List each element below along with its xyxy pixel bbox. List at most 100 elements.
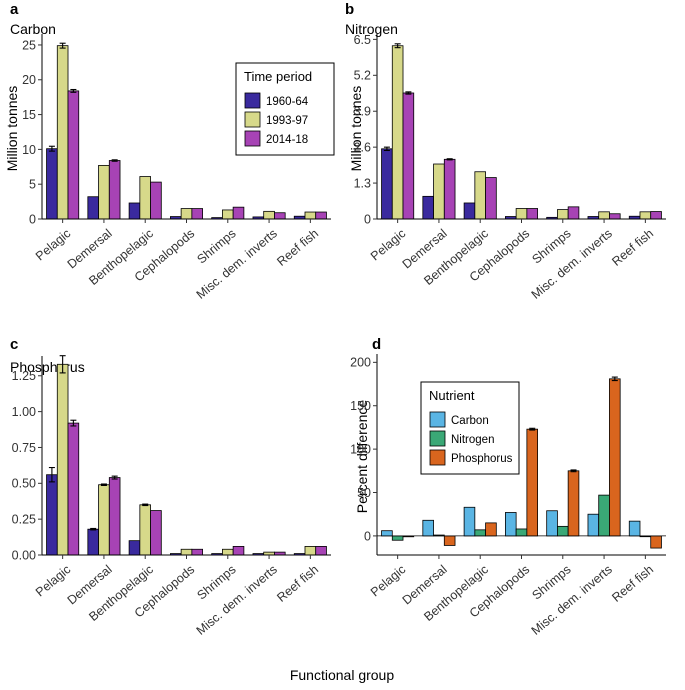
bar-nitrogen-3 <box>515 528 528 537</box>
error-bar <box>111 475 118 480</box>
bar-1960-64-0 <box>381 148 393 220</box>
bar-carbon-6 <box>628 520 641 537</box>
legend-swatch <box>244 92 261 109</box>
bar-1993-97-3 <box>180 548 193 556</box>
panel-title: Carbon <box>10 21 56 37</box>
error-bar <box>142 503 149 507</box>
bar-1960-64-0 <box>46 148 58 220</box>
x-tick-label: Reef fish <box>609 562 656 604</box>
bar-phosphorus-2 <box>485 522 497 537</box>
bar-2014-18-3 <box>526 208 538 220</box>
error-bar <box>529 427 536 431</box>
y-tick-label: 0.00 <box>12 548 36 562</box>
bar-1960-64-2 <box>128 202 141 220</box>
bar-1993-97-1 <box>98 484 110 556</box>
bar-1993-97-6 <box>304 546 317 556</box>
bar-nitrogen-5 <box>598 494 610 537</box>
bar-1993-97-3 <box>180 208 193 220</box>
bar-1993-97-1 <box>98 164 110 220</box>
y-tick-label: 10 <box>22 143 36 157</box>
error-bar <box>70 419 77 427</box>
y-tick-label: 200 <box>350 356 371 370</box>
bar-1993-97-0 <box>56 45 69 220</box>
y-tick-label: 50 <box>357 486 371 500</box>
panel-letter: a <box>10 1 19 18</box>
y-tick-label: 6.5 <box>354 33 371 47</box>
y-axis-title: Percent difference <box>354 400 370 514</box>
bar-2014-18-4 <box>567 206 580 220</box>
y-tick-label: 25 <box>22 38 36 52</box>
bar-1960-64-0 <box>46 474 58 556</box>
bar-phosphorus-5 <box>609 378 621 537</box>
bar-carbon-3 <box>504 512 517 537</box>
bar-phosphorus-1 <box>443 535 456 546</box>
bar-phosphorus-6 <box>650 535 662 549</box>
y-tick-label: 2.6 <box>354 141 371 155</box>
bar-nitrogen-2 <box>474 529 486 537</box>
bar-1993-97-4 <box>222 548 234 556</box>
panel-c: cPhosphorus0.000.250.500.751.001.25Pelag… <box>10 336 331 638</box>
legend-label: Phosphorus <box>451 453 513 465</box>
bar-phosphorus-3 <box>526 428 538 537</box>
y-tick-label: 0.50 <box>12 477 36 491</box>
error-bar <box>48 145 55 152</box>
legend-label: Nitrogen <box>451 434 494 446</box>
figure-x-axis-title: Functional group <box>290 667 395 683</box>
bar-nitrogen-4 <box>557 525 569 537</box>
bar-1993-97-2 <box>474 171 486 220</box>
y-tick-label: 100 <box>350 442 371 456</box>
bar-2014-18-1 <box>108 477 121 556</box>
y-axis-title: Million tonnes <box>4 86 20 172</box>
bar-nitrogen-0 <box>391 535 404 541</box>
legend: Time period 1960-64 1993-97 2014-18 <box>235 62 335 156</box>
error-bar <box>405 91 412 95</box>
panel-title: Nitrogen <box>345 21 398 37</box>
legend: Nutrient Carbon Nitrogen Phosphorus <box>420 381 520 475</box>
bar-2014-18-3 <box>191 208 203 220</box>
x-tick-label: Reef fish <box>609 226 656 268</box>
bar-2014-18-2 <box>485 177 497 220</box>
bar-carbon-4 <box>546 510 558 537</box>
bar-1993-97-5 <box>263 210 275 220</box>
y-tick-label: 0.25 <box>12 513 36 527</box>
y-tick-label: 20 <box>22 73 36 87</box>
bar-1993-97-5 <box>598 211 610 220</box>
error-bar <box>100 483 107 487</box>
bar-2014-18-2 <box>150 181 162 220</box>
x-tick-label: Reef fish <box>274 562 321 604</box>
bar-carbon-2 <box>463 506 476 537</box>
bar-carbon-5 <box>587 513 600 537</box>
bar-1993-97-4 <box>557 209 569 220</box>
bar-1993-97-2 <box>139 176 151 220</box>
bar-2014-18-5 <box>609 213 621 220</box>
bar-1960-64-1 <box>87 196 99 220</box>
error-bar <box>446 158 453 161</box>
error-bar <box>611 376 618 382</box>
bar-2014-18-6 <box>315 546 327 556</box>
legend-swatch <box>429 430 446 447</box>
y-tick-label: 0 <box>364 529 371 543</box>
bar-2014-18-2 <box>150 510 162 556</box>
y-tick-label: 0 <box>364 212 371 226</box>
bar-2014-18-0 <box>67 90 80 220</box>
y-tick-label: 0 <box>29 212 36 226</box>
error-bar <box>48 466 55 483</box>
bar-2014-18-5 <box>274 212 286 220</box>
bar-2014-18-6 <box>650 211 662 220</box>
bar-2014-18-4 <box>232 546 245 556</box>
y-axis-title: Million tonnes <box>348 86 364 172</box>
legend-title: Nutrient <box>429 388 475 403</box>
legend-label: 1993-97 <box>266 115 308 127</box>
bar-2014-18-3 <box>191 548 203 556</box>
bar-1993-97-4 <box>222 209 234 220</box>
legend-swatch <box>429 449 446 466</box>
bar-1960-64-1 <box>87 528 99 556</box>
bar-1993-97-6 <box>639 211 652 220</box>
error-bar <box>394 43 401 49</box>
y-tick-label: 1.00 <box>12 405 36 419</box>
bar-2014-18-4 <box>232 206 245 220</box>
legend-swatch <box>244 111 261 128</box>
